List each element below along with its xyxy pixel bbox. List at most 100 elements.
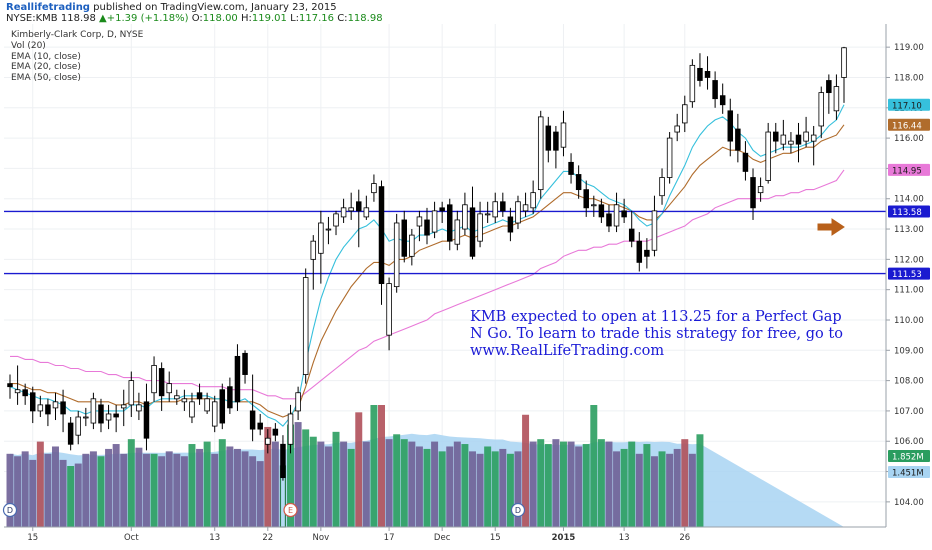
candle-38 xyxy=(295,386,301,421)
price-tag-1-label: 116.44 xyxy=(892,121,922,131)
candle-39 xyxy=(302,268,309,384)
candle-49 xyxy=(378,180,385,305)
candle-body-33 xyxy=(257,422,263,430)
y-tick-label-8: 112.00 xyxy=(894,255,924,265)
price-tag-2-bg xyxy=(888,163,930,176)
candle-body-95 xyxy=(727,110,734,142)
candle-body-6 xyxy=(52,401,59,409)
x-tick-label-6: Dec xyxy=(434,533,451,543)
volume-bar-31 xyxy=(241,451,249,527)
ema50-line xyxy=(10,169,845,400)
last-price: 118.98 xyxy=(60,13,96,24)
candle-body-100 xyxy=(765,131,771,181)
candle-body-110 xyxy=(841,47,847,78)
candle-body-28 xyxy=(219,389,226,424)
price-tag-3-label: 113.58 xyxy=(892,208,922,218)
candle-body-20 xyxy=(158,368,165,397)
candle-body-16 xyxy=(128,380,135,406)
candle-85 xyxy=(651,195,658,257)
candle-body-58 xyxy=(446,204,453,242)
volume-bar-66 xyxy=(506,453,514,527)
candle-body-4 xyxy=(37,404,44,412)
candle-44 xyxy=(340,198,347,223)
candle-56 xyxy=(431,201,438,239)
candle-body-49 xyxy=(378,186,385,285)
legend-ema-10[interactable]: EMA (10, close) xyxy=(11,51,81,62)
candle-40 xyxy=(310,235,317,290)
candle-76 xyxy=(583,180,589,217)
candle-91 xyxy=(697,53,703,87)
candle-109 xyxy=(833,74,840,120)
price-tag-4-bg xyxy=(888,267,930,280)
candle-35 xyxy=(272,423,279,442)
dividend-marker-2 xyxy=(510,502,526,518)
candle-body-71 xyxy=(545,125,552,151)
candle-body-85 xyxy=(651,210,658,251)
dividend-marker-label-0: D xyxy=(7,506,13,515)
candle-body-45 xyxy=(348,207,354,212)
volume-bar-38 xyxy=(294,422,302,527)
earnings-marker-1 xyxy=(283,502,298,518)
candle-29 xyxy=(227,377,233,414)
candle-107 xyxy=(818,86,825,139)
candle-93 xyxy=(712,71,718,108)
candle-body-83 xyxy=(636,240,643,263)
candle-body-74 xyxy=(568,161,574,175)
y-tick-label-2: 106.00 xyxy=(894,437,924,447)
candle-body-52 xyxy=(401,219,408,257)
legend-title[interactable]: Kimberly-Clark Corp, D, NYSE xyxy=(11,30,144,40)
candle-body-66 xyxy=(507,216,514,233)
candle-14 xyxy=(113,404,119,433)
candle-11 xyxy=(90,392,97,430)
candle-body-47 xyxy=(363,207,370,218)
note-line-2: N Go. To learn to trade this strategy fo… xyxy=(470,326,843,342)
candle-95 xyxy=(727,98,734,157)
low-label: L: xyxy=(290,13,300,24)
legend-volume[interactable]: Vol (20) xyxy=(11,40,46,51)
price-tag-4: 111.53 xyxy=(888,267,930,280)
candle-body-25 xyxy=(196,392,203,400)
volume-bar-86 xyxy=(658,451,666,527)
volume-bar-4 xyxy=(36,441,44,527)
candle-47 xyxy=(363,195,370,220)
legend-ema-50[interactable]: EMA (50, close) xyxy=(11,73,81,84)
candle-25 xyxy=(196,383,203,405)
price-tag-2-label: 114.95 xyxy=(892,166,922,176)
candle-31 xyxy=(242,350,248,384)
candle-54 xyxy=(416,210,423,242)
candlesticks xyxy=(7,46,847,481)
candle-body-105 xyxy=(803,131,809,142)
volume-bar-21 xyxy=(165,451,173,527)
candle-83 xyxy=(636,232,643,272)
y-tick-label-7: 111.00 xyxy=(894,286,924,296)
candle-105 xyxy=(803,116,809,148)
candle-body-53 xyxy=(409,234,415,257)
candle-103 xyxy=(788,132,794,154)
symbol-label: NYSE:KMB xyxy=(6,13,58,24)
candle-body-101 xyxy=(773,131,779,142)
volume-bar-87 xyxy=(666,453,674,527)
candle-89 xyxy=(682,95,688,133)
published-text: published on TradingView.com, January 23… xyxy=(93,2,337,13)
candle-body-24 xyxy=(189,401,195,418)
candle-17 xyxy=(136,392,142,421)
candle-79 xyxy=(606,204,612,233)
volume-bar-72 xyxy=(552,439,560,527)
candle-8 xyxy=(67,416,74,451)
volume-bar-84 xyxy=(643,444,651,527)
volume-bar-62 xyxy=(476,453,484,527)
candle-body-80 xyxy=(613,204,620,227)
legend-ema-20[interactable]: EMA (20, close) xyxy=(11,62,81,73)
author-link[interactable]: Reallifetrading xyxy=(6,2,90,13)
price-tag-0-bg xyxy=(888,98,930,111)
candle-82 xyxy=(628,210,635,248)
x-tick-label-0: 15 xyxy=(27,533,38,543)
candle-50 xyxy=(386,277,392,351)
volume-bar-67 xyxy=(514,451,522,527)
volume-bar-6 xyxy=(52,446,59,527)
price-tag-0: 117.10 xyxy=(888,98,930,111)
candle-body-59 xyxy=(454,219,461,245)
volume-bar-0 xyxy=(6,453,14,527)
candle-body-12 xyxy=(98,404,104,424)
